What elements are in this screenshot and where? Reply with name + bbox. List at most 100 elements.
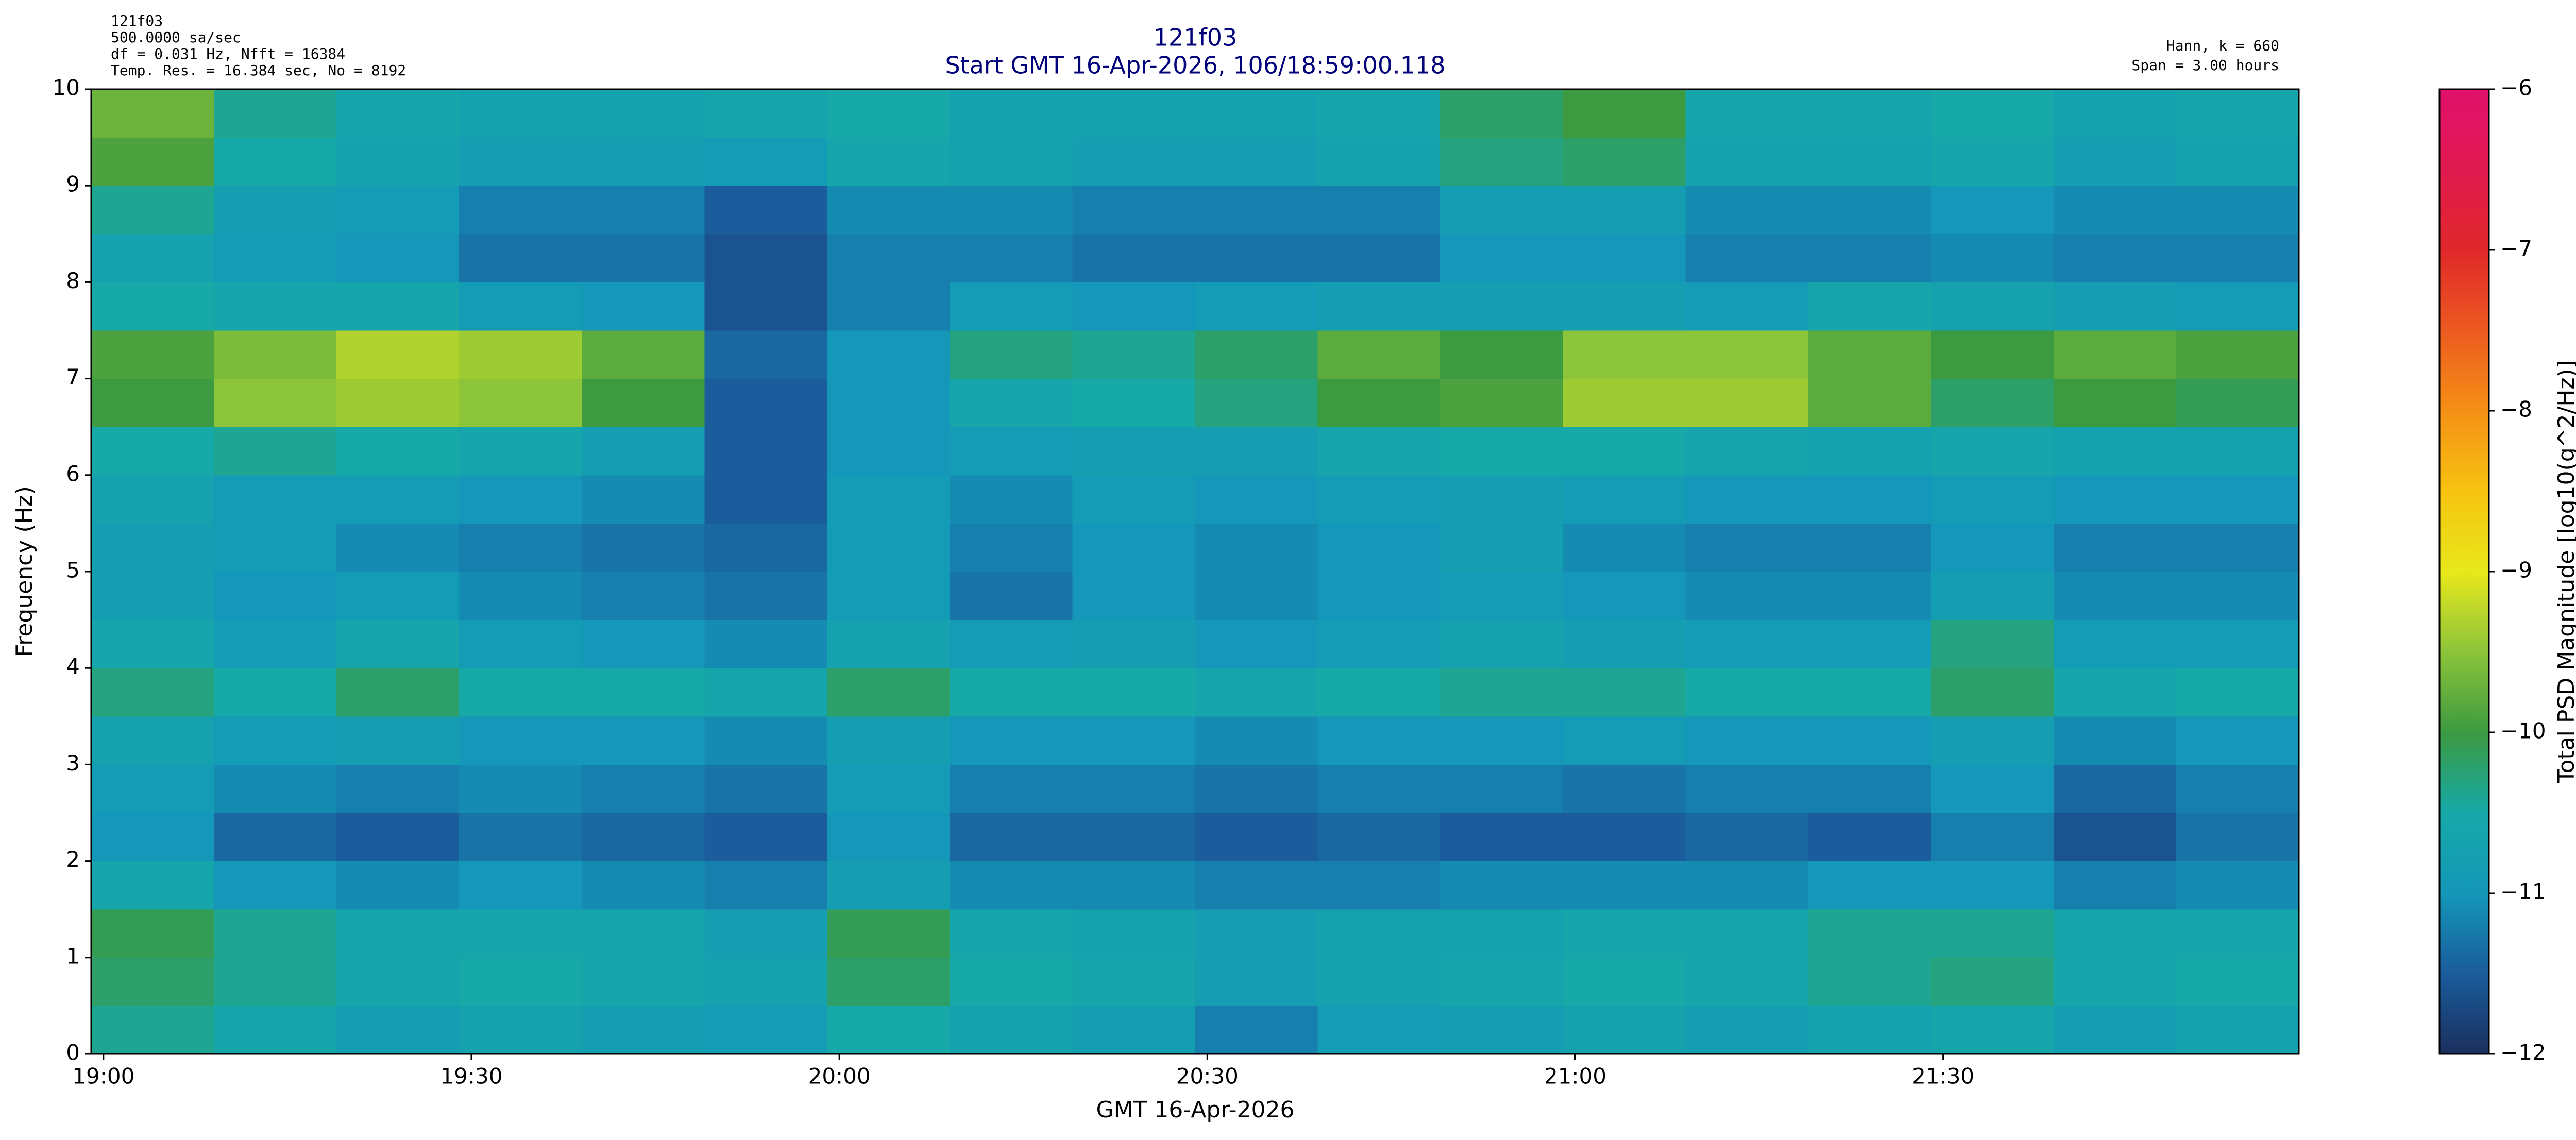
heatmap-cell [1685, 89, 1809, 138]
heatmap-cell [2176, 330, 2299, 379]
heatmap-cell [91, 861, 214, 910]
heatmap-cell [1808, 813, 1931, 862]
heatmap-cell [1317, 1005, 1441, 1054]
heatmap-cell [1072, 1005, 1195, 1054]
heatmap-cell [91, 137, 214, 186]
info-left: Temp. Res. = 16.384 sec, No = 8192 [111, 62, 406, 79]
heatmap-cell [1685, 427, 1809, 476]
heatmap-cell [582, 330, 705, 379]
heatmap-cell [459, 668, 582, 717]
heatmap-cell [704, 523, 827, 572]
heatmap-cell [1685, 764, 1809, 813]
heatmap-cell [1685, 475, 1809, 524]
heatmap-cell [1440, 957, 1564, 1006]
heatmap-cell [950, 427, 1073, 476]
y-tick-label: 3 [66, 750, 80, 776]
heatmap-cell [336, 523, 460, 572]
heatmap-cell [459, 716, 582, 765]
heatmap-cell [214, 89, 337, 138]
heatmap-cell [91, 668, 214, 717]
heatmap-cell [336, 668, 460, 717]
heatmap-cell [2176, 475, 2299, 524]
heatmap-cell [582, 861, 705, 910]
heatmap-cell [1808, 378, 1931, 427]
heatmap-cell [2176, 572, 2299, 621]
heatmap-cell [1072, 282, 1195, 331]
heatmap-cell [214, 475, 337, 524]
heatmap-cell [1440, 861, 1564, 910]
heatmap-cell [91, 572, 214, 621]
heatmap-cell [1317, 909, 1441, 958]
heatmap-cell [1930, 378, 2054, 427]
heatmap-cell [1685, 186, 1809, 234]
heatmap-cell [827, 186, 950, 234]
heatmap-cell [2053, 716, 2177, 765]
heatmap-cell [1930, 186, 2054, 234]
heatmap-cell [459, 186, 582, 234]
heatmap-cell [1930, 957, 2054, 1006]
heatmap-cell [1195, 764, 1318, 813]
heatmap-cell [1808, 619, 1931, 668]
heatmap-cell [1563, 716, 1686, 765]
heatmap-cell [1808, 89, 1931, 138]
heatmap-cell [1072, 813, 1195, 862]
heatmap-cell [827, 475, 950, 524]
colorbar-tick-label: −6 [2500, 75, 2532, 100]
heatmap-cell [1563, 186, 1686, 234]
heatmap-cell [1317, 282, 1441, 331]
heatmap-cell [1195, 619, 1318, 668]
heatmap-cell [704, 764, 827, 813]
heatmap-cell [2053, 233, 2177, 282]
heatmap-cell [1930, 861, 2054, 910]
heatmap-cell [459, 813, 582, 862]
heatmap-cell [1440, 716, 1564, 765]
heatmap-cell [2053, 909, 2177, 958]
heatmap-cell [1563, 619, 1686, 668]
heatmap-cell [1195, 957, 1318, 1006]
heatmap-cell [1317, 523, 1441, 572]
heatmap-cell [459, 619, 582, 668]
colorbar-tick-label: −9 [2500, 558, 2532, 583]
heatmap-cell [827, 813, 950, 862]
heatmap-cell [1317, 233, 1441, 282]
heatmap-cell [2053, 572, 2177, 621]
heatmap-cell [1808, 764, 1931, 813]
heatmap-cell [704, 330, 827, 379]
heatmap-cell [704, 378, 827, 427]
heatmap-cell [1440, 137, 1564, 186]
heatmap-cell [1195, 909, 1318, 958]
heatmap-cell [1317, 572, 1441, 621]
heatmap-cell [214, 668, 337, 717]
heatmap-cell [704, 475, 827, 524]
heatmap-cell [2053, 619, 2177, 668]
heatmap-cell [704, 572, 827, 621]
heatmap-cell [1195, 378, 1318, 427]
heatmap-cell [1440, 282, 1564, 331]
heatmap-cell [214, 957, 337, 1006]
heatmap-cell [950, 523, 1073, 572]
heatmap-cell [1440, 523, 1564, 572]
heatmap-cell [1808, 427, 1931, 476]
heatmap-cell [1072, 523, 1195, 572]
heatmap-cell [2176, 282, 2299, 331]
heatmap-cell [91, 282, 214, 331]
heatmap-cell [1930, 1005, 2054, 1054]
colorbar [2438, 88, 2490, 1055]
heatmap-cell [1317, 427, 1441, 476]
heatmap-cell [582, 716, 705, 765]
y-tick-label: 5 [66, 558, 80, 583]
heatmap-cell [1440, 330, 1564, 379]
heatmap-cell [582, 137, 705, 186]
heatmap-cell [582, 186, 705, 234]
heatmap-cell [1685, 233, 1809, 282]
heatmap-cell [1563, 861, 1686, 910]
y-tick-label: 0 [66, 1040, 80, 1065]
heatmap-cell [1195, 282, 1318, 331]
heatmap-cell [91, 619, 214, 668]
x-tick-label: 20:00 [808, 1064, 871, 1089]
heatmap-cell [91, 909, 214, 958]
heatmap-cell [1195, 330, 1318, 379]
heatmap-cell [1685, 619, 1809, 668]
heatmap-cell [827, 619, 950, 668]
x-tick-label: 21:00 [1544, 1064, 1606, 1089]
